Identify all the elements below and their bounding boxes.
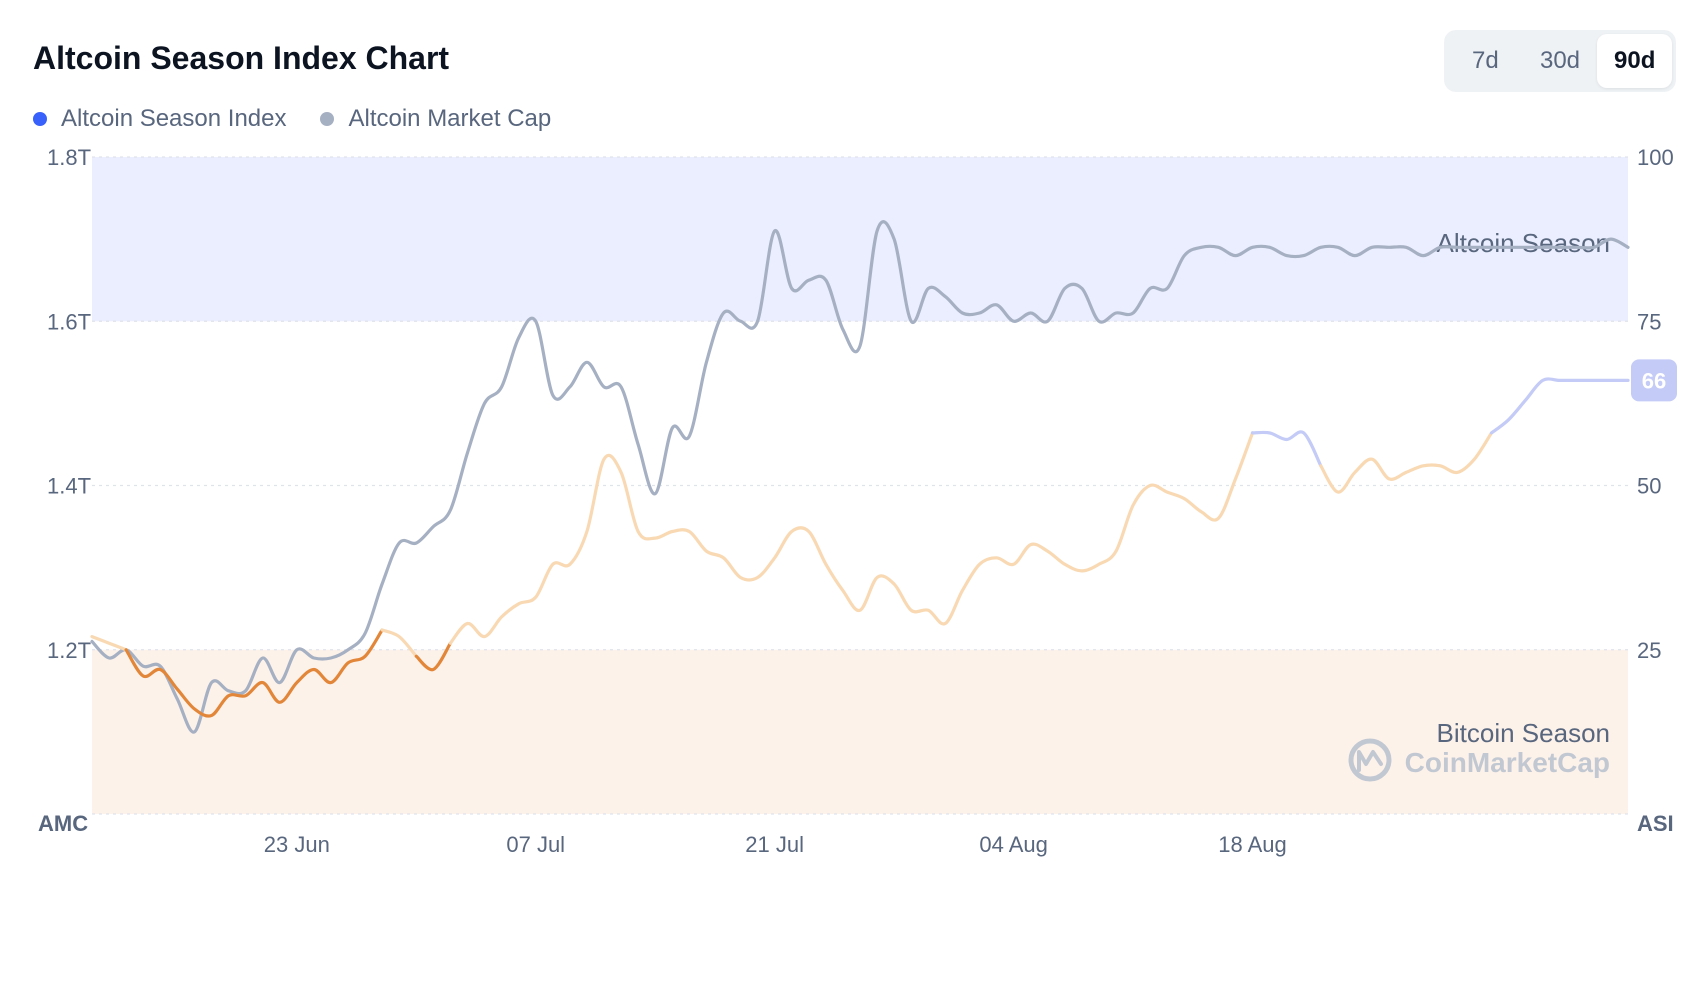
index-line-segment — [448, 431, 1255, 645]
left-axis-tick-label: 1.6T — [47, 309, 91, 334]
coinmarketcap-logo-icon — [1348, 738, 1392, 782]
right-axis-ticks: 100 75 50 25 — [1637, 145, 1674, 663]
right-axis-tick-label: 50 — [1637, 474, 1661, 499]
right-axis-tick-label: 100 — [1637, 145, 1674, 170]
index-line-segment — [1489, 377, 1630, 435]
altcoin-season-zone — [92, 157, 1628, 322]
current-value-badge-text: 66 — [1642, 368, 1666, 393]
legend: Altcoin Season Index Altcoin Market Cap — [33, 105, 551, 133]
right-axis-tick-label: 25 — [1637, 638, 1661, 663]
legend-item-index[interactable]: Altcoin Season Index — [33, 105, 286, 133]
left-axis-title: AMC — [38, 811, 88, 836]
logo-mark — [1357, 750, 1383, 772]
index-line-segment — [380, 628, 418, 658]
timeframe-30d-button[interactable]: 30d — [1539, 47, 1581, 74]
x-axis-tick-label: 07 Jul — [506, 832, 565, 857]
chart-title: Altcoin Season Index Chart — [33, 40, 450, 76]
index-line-segment — [1319, 431, 1494, 494]
left-axis-tick-label: 1.8T — [47, 145, 91, 170]
index-line-segment — [1250, 430, 1323, 468]
left-axis-ticks: 1.8T 1.6T 1.4T 1.2T — [47, 145, 91, 663]
right-axis-tick-label: 75 — [1637, 309, 1661, 334]
timeframe-switcher: 7d 30d 90d — [1444, 30, 1676, 92]
x-axis-ticks: 23 Jun 07 Jul 21 Jul 04 Aug 18 Aug — [264, 832, 1287, 857]
altcoin-season-label: Altcoin Season — [1437, 228, 1610, 258]
logo-ring — [1348, 738, 1392, 782]
legend-dot-index — [33, 112, 47, 126]
timeframe-90d-button[interactable]: 90d — [1597, 34, 1673, 88]
timeframe-7d-button[interactable]: 7d — [1471, 47, 1499, 74]
bitcoin-season-zone — [92, 649, 1628, 814]
legend-dot-market-cap — [320, 112, 335, 126]
x-axis-tick-label: 18 Aug — [1218, 832, 1287, 857]
index-line-segment — [414, 641, 452, 672]
index-line-segment — [90, 635, 128, 652]
coinmarketcap-watermark: CoinMarketCap — [1405, 747, 1610, 778]
x-axis-tick-label: 04 Aug — [979, 832, 1048, 857]
legend-item-market-cap[interactable]: Altcoin Market Cap — [320, 105, 551, 133]
left-axis-tick-label: 1.4T — [47, 474, 91, 499]
index-line-segment — [124, 628, 384, 718]
current-value-badge — [1631, 359, 1677, 402]
series-line-index — [90, 377, 1630, 718]
series-line-market-cap — [90, 220, 1630, 734]
bitcoin-season-label: Bitcoin Season — [1437, 718, 1610, 748]
right-axis-title: ASI — [1637, 811, 1674, 836]
x-axis-tick-label: 23 Jun — [264, 832, 330, 857]
x-axis-tick-label: 21 Jul — [745, 832, 804, 857]
legend-label-index: Altcoin Season Index — [61, 105, 287, 132]
legend-label-market-cap: Altcoin Market Cap — [348, 105, 552, 132]
left-axis-tick-label: 1.2T — [47, 638, 91, 663]
